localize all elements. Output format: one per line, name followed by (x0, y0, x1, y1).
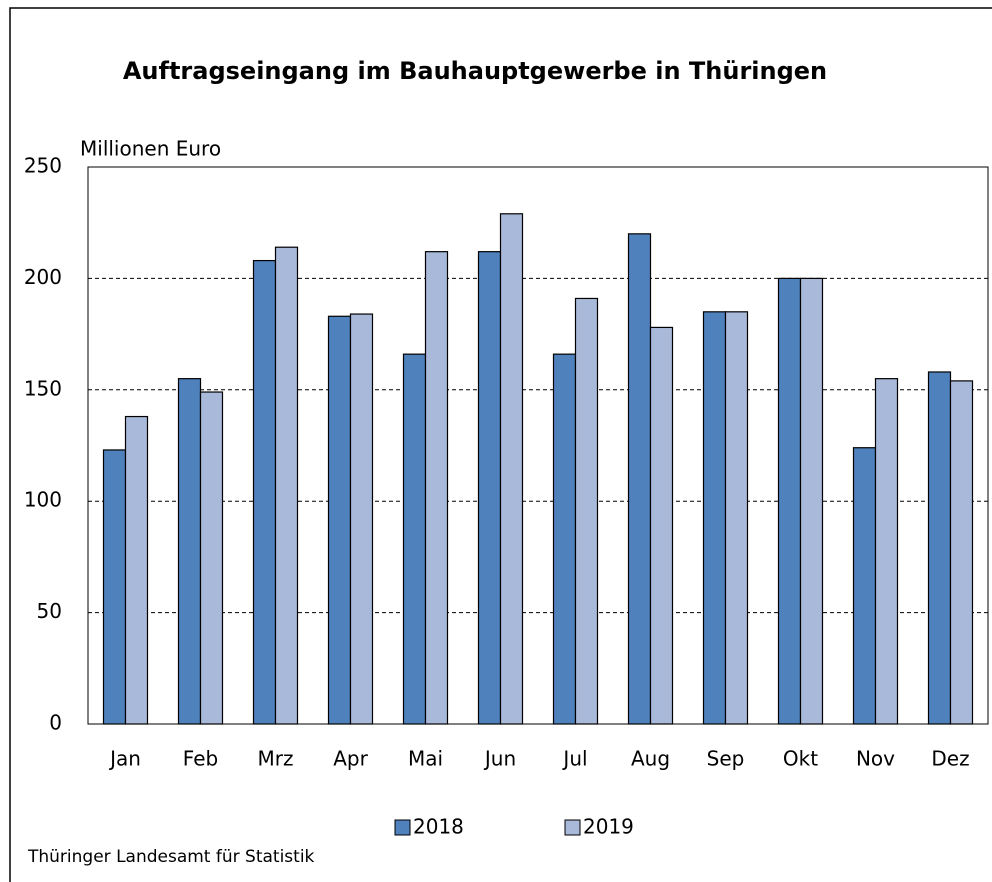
y-tick-label: 200 (24, 265, 62, 289)
frame (9, 7, 992, 882)
bar (874, 378, 899, 725)
x-tick-label: Mrz (258, 747, 294, 771)
bar (627, 233, 652, 725)
bar (252, 259, 277, 725)
bar (349, 313, 374, 725)
legend-label: 2018 (413, 815, 464, 839)
bar (177, 378, 202, 725)
x-tick-label: Mai (408, 747, 443, 771)
y-tick-label: 100 (24, 488, 62, 512)
legend-label: 2019 (583, 815, 634, 839)
bar (424, 251, 449, 725)
bar (852, 447, 877, 725)
y-tick-label: 250 (24, 154, 62, 178)
y-tick-label: 0 (49, 711, 62, 735)
bar (327, 315, 352, 725)
bar (102, 449, 127, 725)
x-tick-label: Apr (333, 747, 368, 771)
bar (552, 353, 577, 725)
bar (949, 380, 974, 725)
x-tick-label: Okt (783, 747, 818, 771)
source: Thüringer Landesamt für Statistik (27, 847, 315, 867)
x-tick-label: Aug (631, 747, 670, 771)
x-tick-label: Jun (483, 747, 516, 771)
bar (649, 326, 674, 725)
x-tick-label: Dez (931, 747, 969, 771)
legend-swatch (394, 819, 411, 836)
x-tick-label: Sep (707, 747, 745, 771)
chart-title: Auftragseingang im Bauhauptgewerbe in Th… (123, 57, 827, 85)
legend-swatch (564, 819, 581, 836)
bar (799, 277, 824, 725)
bar (777, 277, 802, 725)
bar (724, 311, 749, 725)
x-tick-label: Feb (183, 747, 218, 771)
x-tick-label: Jul (561, 747, 587, 771)
bar (477, 251, 502, 725)
bar (499, 213, 524, 725)
bar (274, 246, 299, 725)
y-tick-label: 150 (24, 376, 62, 400)
bar (124, 415, 149, 725)
bar (199, 391, 224, 725)
y-axis-label: Millionen Euro (80, 137, 221, 161)
plot-area (87, 166, 989, 725)
bar (702, 311, 727, 725)
y-tick-label: 50 (37, 599, 62, 623)
bar (927, 371, 952, 725)
bar (402, 353, 427, 725)
x-tick-label: Nov (856, 747, 895, 771)
bar (574, 297, 599, 725)
x-tick-label: Jan (108, 747, 141, 771)
